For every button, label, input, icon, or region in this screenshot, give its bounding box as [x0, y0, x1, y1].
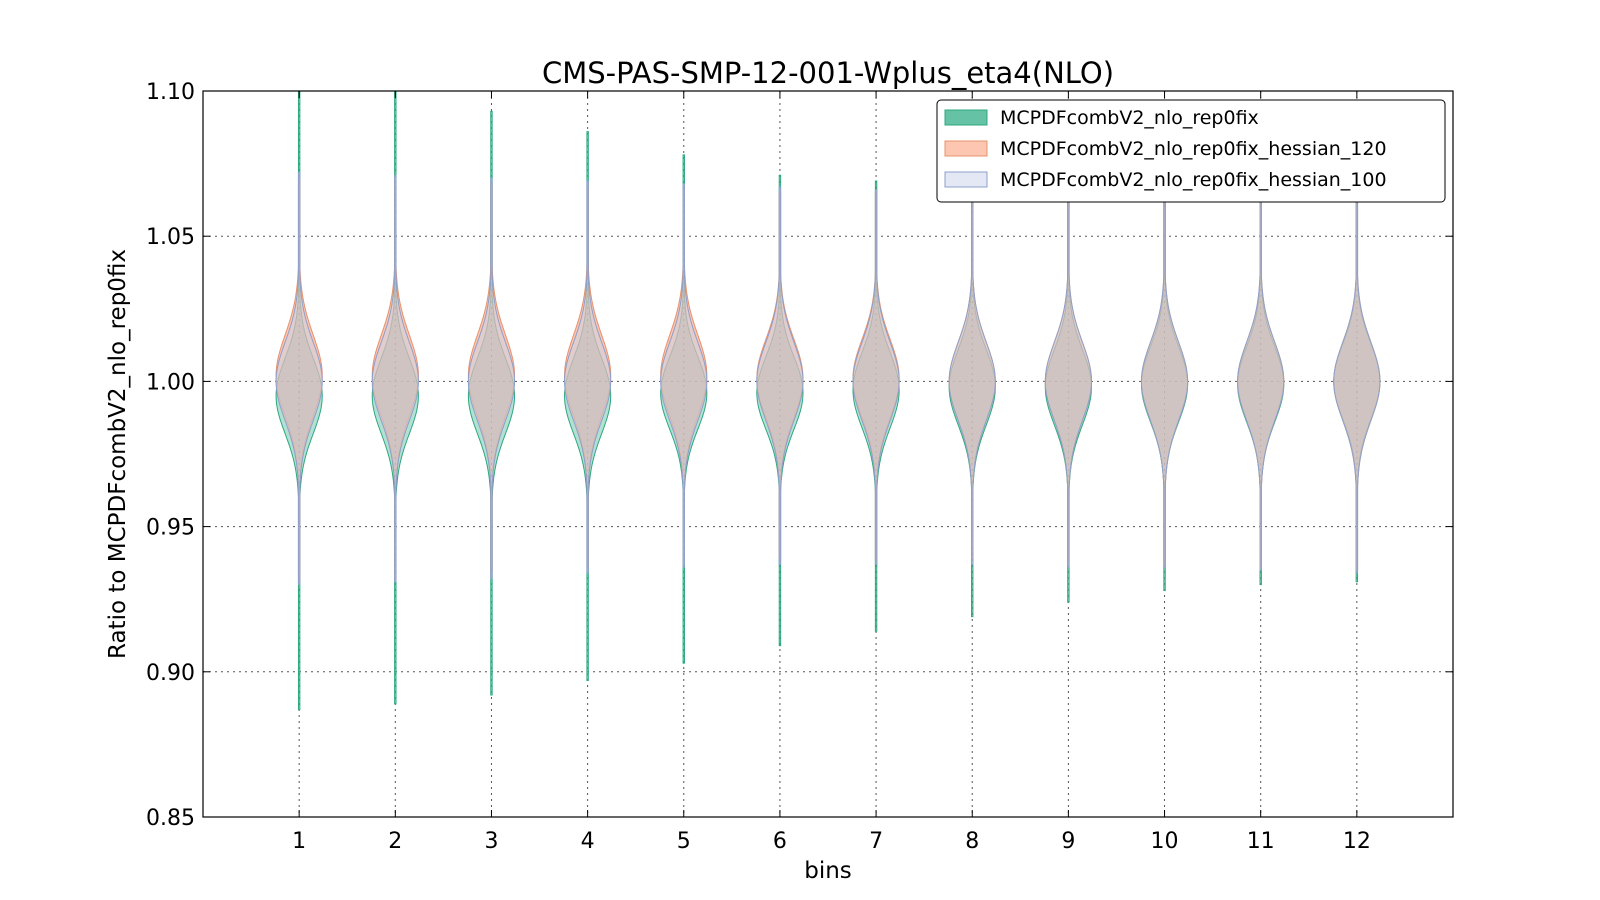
y-tick-label: 1.00 [146, 370, 195, 395]
legend-swatch [944, 140, 988, 157]
x-tick-label: 8 [965, 829, 979, 854]
y-tick-label: 0.90 [146, 661, 195, 686]
x-tick-label: 12 [1343, 829, 1371, 854]
x-tick-label: 10 [1151, 829, 1179, 854]
chart-title: CMS-PAS-SMP-12-001-Wplus_eta4(NLO) [542, 56, 1114, 90]
violin-shape [948, 189, 996, 565]
violins [275, 90, 1381, 711]
y-axis-ticks: 0.85 0.90 0.95 1.00 1.05 1.10 [146, 80, 1453, 831]
y-tick-label: 0.85 [146, 806, 195, 831]
violin-shape [371, 174, 419, 583]
x-tick-label: 9 [1061, 829, 1075, 854]
legend-entry: MCPDFcombV2_nlo_rep0fix_hessian_100 [1000, 169, 1387, 191]
violin-shape [275, 171, 323, 586]
legend-entry: MCPDFcombV2_nlo_rep0fix [1000, 107, 1259, 129]
violin-series-2 [275, 177, 1381, 583]
x-tick-label: 6 [773, 829, 787, 854]
violin-shape [660, 183, 708, 568]
legend-box [936, 99, 1446, 203]
violin-shape [852, 189, 900, 565]
x-axis-ticks: 1 2 3 4 5 6 7 8 9 10 11 12 [292, 91, 1371, 854]
y-tick-label: 0.95 [146, 516, 195, 541]
x-tick-label: 4 [581, 829, 595, 854]
legend-entry: MCPDFcombV2_nlo_rep0fix_hessian_120 [1000, 138, 1387, 160]
x-tick-label: 1 [292, 829, 306, 854]
violin-shape [467, 177, 516, 580]
legend-swatch [944, 109, 988, 126]
x-tick-label: 3 [484, 829, 498, 854]
violin-series-3 [275, 171, 1381, 586]
plot-frame [202, 90, 1454, 818]
violin-shape [564, 180, 612, 574]
x-tick-label: 7 [869, 829, 883, 854]
x-tick-label: 11 [1247, 829, 1275, 854]
legend-swatch [944, 171, 988, 188]
legend: MCPDFcombV2_nlo_rep0fix MCPDFcombV2_nlo_r… [936, 99, 1446, 203]
violin-shape [1044, 189, 1092, 568]
y-tick-label: 1.05 [146, 225, 195, 250]
violin-shape [756, 186, 804, 565]
x-axis-label: bins [804, 858, 852, 884]
violin-shape [1237, 192, 1285, 571]
violin-shape [1333, 195, 1381, 574]
x-tick-label: 2 [388, 829, 402, 854]
y-tick-label: 1.10 [146, 80, 195, 105]
x-tick-label: 5 [677, 829, 691, 854]
y-axis-label: Ratio to MCPDFcombV2_nlo_rep0fix [105, 249, 131, 659]
violin-shape [1140, 192, 1189, 568]
